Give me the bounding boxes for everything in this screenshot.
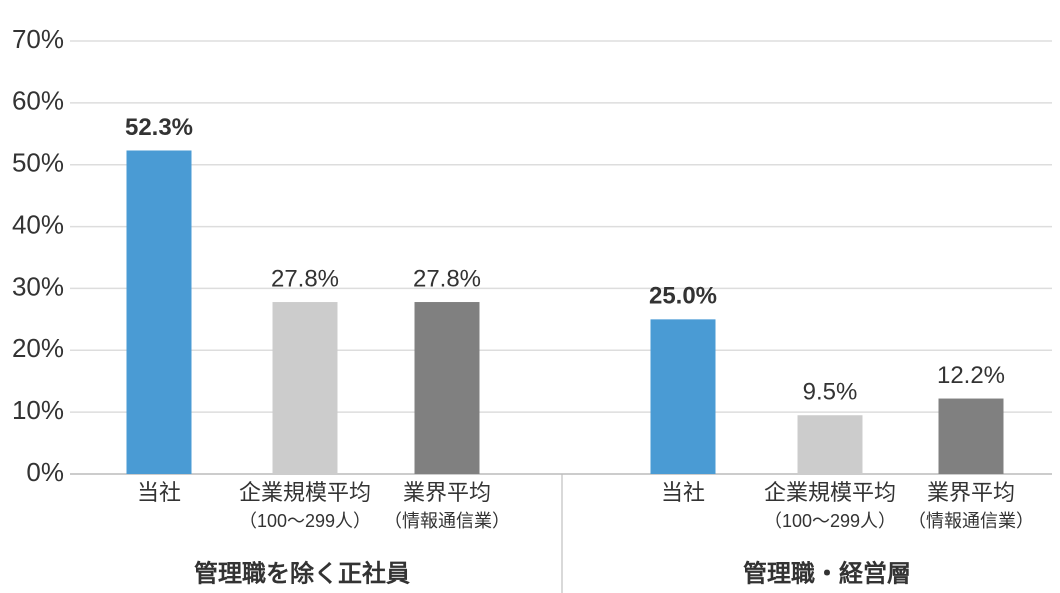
x-tick-label: （100〜299人）: [764, 511, 896, 531]
y-tick-label: 70%: [12, 24, 64, 54]
x-tick-label: （100〜299人）: [239, 511, 371, 531]
bar: [797, 415, 863, 474]
y-tick-label: 10%: [12, 395, 64, 425]
bar: [126, 150, 192, 475]
x-tick-label: 当社: [137, 480, 181, 505]
x-tick-label: 企業規模平均: [239, 480, 371, 505]
bar: [414, 302, 480, 474]
bar: [938, 398, 1004, 474]
bar: [272, 302, 338, 474]
y-tick-label: 20%: [12, 333, 64, 363]
y-tick-label: 40%: [12, 209, 64, 239]
x-tick-label: 当社: [661, 480, 705, 505]
x-tick-label: 企業規模平均: [764, 480, 896, 505]
x-tick-label: 業界平均: [927, 480, 1015, 505]
value-label: 27.8%: [413, 265, 481, 292]
x-tick-label: （情報通信業）: [384, 511, 510, 531]
y-tick-label: 50%: [12, 148, 64, 178]
x-tick-label: 業界平均: [403, 480, 491, 505]
bar: [650, 319, 716, 474]
value-label: 12.2%: [937, 362, 1005, 389]
y-tick-label: 30%: [12, 271, 64, 301]
value-label: 9.5%: [803, 379, 858, 406]
group-label: 管理職を除く正社員: [194, 559, 410, 587]
group-label: 管理職・経営層: [743, 559, 911, 587]
value-label: 52.3%: [125, 114, 193, 141]
x-tick-label: （情報通信業）: [908, 511, 1034, 531]
y-tick-label: 0%: [26, 457, 64, 487]
y-tick-label: 60%: [12, 86, 64, 116]
value-label: 27.8%: [271, 265, 339, 292]
value-label: 25.0%: [649, 283, 717, 310]
